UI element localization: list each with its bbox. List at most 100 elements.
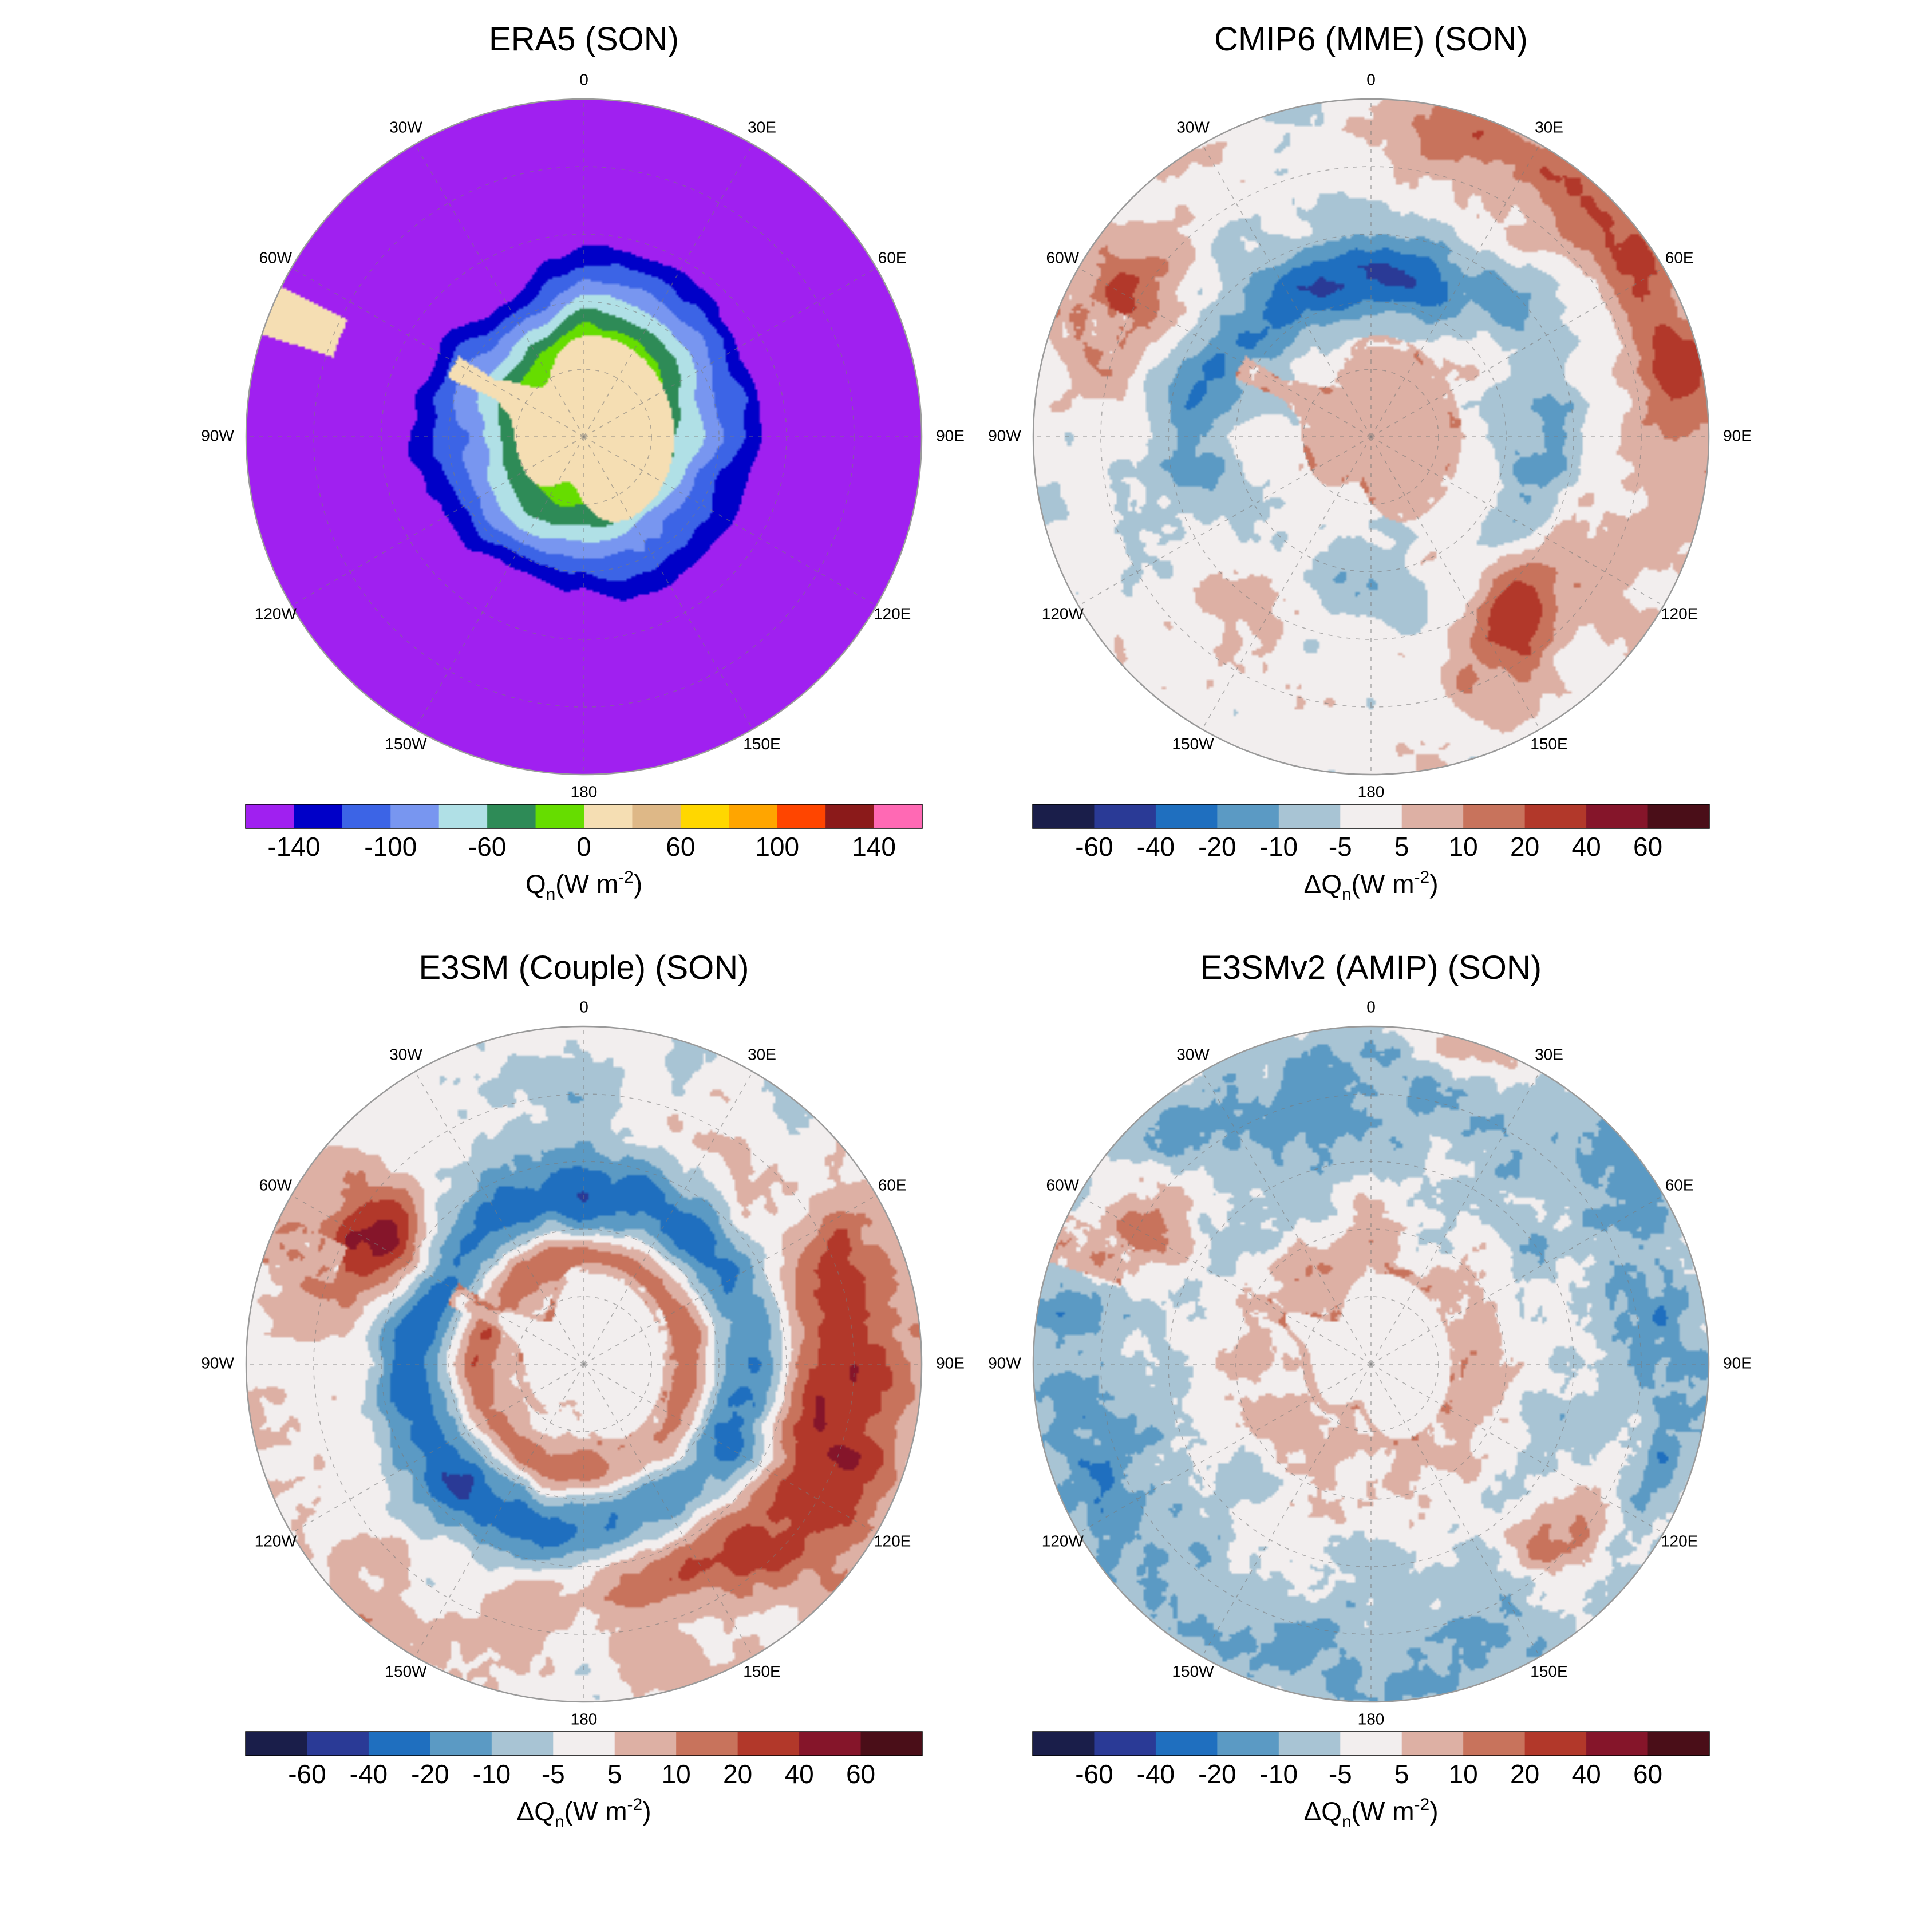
colorbar-swatch [246,804,294,828]
colorbar-unit-part: ) [1429,869,1438,899]
colorbar-swatch [1033,804,1095,828]
colorbar-swatch [1586,1732,1649,1756]
longitude-label: 180 [571,1710,598,1728]
longitude-label: 0 [579,998,588,1016]
colorbar-swatch [1340,804,1402,828]
meridian-line [291,1195,584,1365]
longitude-labels: 0 30E 60E 90E 120E 150E 180 150W 120W 90W 60W 30W [201,70,965,800]
colorbar-unit-part: n [1342,885,1352,904]
colorbar-swatch [1340,1732,1402,1756]
colorbar-tick-label: -5 [542,1759,565,1789]
longitude-label: 0 [1366,70,1376,88]
colorbar-swatch [874,804,923,828]
meridian-line [583,436,753,730]
colorbar-tick-label: 140 [852,832,896,862]
graticule [1033,1026,1709,1702]
colorbar: -60 -40 -20 -10 -5 5 10 20 40 60 ΔQn(W m-2) [245,1731,923,1831]
colorbar-tick-label: -60 [288,1759,326,1789]
longitude-label: 90E [1723,426,1752,444]
colorbar-swatch [614,1732,677,1756]
colorbar-swatch [491,1732,554,1756]
colorbar-unit-part: Q [526,869,546,899]
longitude-label: 60W [259,1176,293,1194]
latitude-circle [313,166,855,708]
longitude-label: 30W [1176,1046,1210,1064]
colorbar-unit-part: ) [1429,1796,1438,1826]
meridian-line [1370,267,1664,437]
colorbar-unit-part: ) [642,1796,651,1826]
longitude-label: 90W [201,1354,234,1372]
colorbar-frame [1032,804,1710,829]
colorbar-swatch [680,804,729,828]
longitude-label: 150E [743,735,780,753]
colorbar-swatch [390,804,440,828]
colorbar-swatch [307,1732,369,1756]
colorbar-tick-label: 10 [662,1759,691,1789]
colorbar-unit-part: -2 [1415,1795,1430,1814]
longitude-label: 150W [1172,1662,1214,1680]
meridian-line [1370,1195,1664,1365]
colorbar-tick-label: 10 [1449,1759,1478,1789]
latitude-circle [1100,166,1642,708]
graticule [1033,99,1709,775]
colorbar-frame [1032,1731,1710,1756]
longitude-label: 150W [385,735,427,753]
meridian-line [583,1364,753,1657]
longitude-label: 60W [1046,248,1080,266]
colorbar-tick-label: -40 [350,1759,388,1789]
map-border [1032,98,1710,776]
colorbar-tick-label: -20 [1198,1759,1236,1789]
colorbar-swatch [535,804,584,828]
colorbar-swatch [438,804,488,828]
graticule [246,99,922,775]
longitude-label: 90W [988,426,1021,444]
meridian-line [1370,1071,1540,1365]
longitude-label: 30E [1535,1046,1563,1064]
colorbar-tick-label: 20 [1510,1759,1539,1789]
longitude-label: 180 [1358,783,1385,800]
longitude-label: 150E [1530,1662,1567,1680]
meridian-line [1202,1364,1372,1657]
longitude-label: 150W [385,1662,427,1680]
meridian-line [1370,436,1664,606]
colorbar-swatch [1278,1732,1341,1756]
colorbar: -60 -40 -20 -10 -5 5 10 20 40 60 ΔQn(W m-2) [1032,1731,1710,1831]
meridian-line [1078,436,1372,606]
colorbar-tick-label: -60 [1075,832,1113,862]
colorbar-swatch [1155,804,1218,828]
meridian-line [414,144,584,437]
colorbar-tick-label: -10 [1260,832,1298,862]
meridian-line [1370,1364,1540,1657]
colorbar-swatch [799,1732,862,1756]
colorbar-frame [245,1731,923,1756]
longitude-label: 60E [1665,1176,1694,1194]
longitude-label: 120W [1042,605,1084,622]
latitude-circle [313,1093,855,1635]
longitude-label: 120E [1661,1532,1698,1550]
colorbar-tick-label: 40 [1572,1759,1601,1789]
meridian-line [583,144,753,437]
latitude-circle [1235,301,1507,572]
colorbar-tick-label: -100 [364,832,417,862]
longitude-label: 90W [988,1354,1021,1372]
colorbar-unit-label: Qn(W m-2) [526,868,642,904]
colorbar-unit-label: ΔQn(W m-2) [1303,868,1438,904]
colorbar-unit-label: ΔQn(W m-2) [1303,1795,1438,1831]
longitude-labels: 0 30E 60E 90E 120E 150E 180 150W 120W 90W 60W 30W [988,70,1752,800]
longitude-label: 90E [936,426,965,444]
colorbar-tick-label: 40 [1572,832,1601,862]
meridian-line [583,1364,877,1534]
colorbar-tick-label: -40 [1137,1759,1175,1789]
colorbar-swatch [1586,804,1649,828]
colorbar-swatch [676,1732,738,1756]
colorbar-swatch [584,804,633,828]
colorbar-swatch [1033,1732,1095,1756]
colorbar-swatch [487,804,536,828]
longitude-labels: 0 30E 60E 90E 120E 150E 180 150W 120W 90W 60W 30W [988,998,1752,1728]
meridian-line [583,436,877,606]
colorbar-swatch [246,1732,307,1756]
longitude-label: 180 [571,783,598,800]
meridian-line [1370,144,1540,437]
colorbar-frame [245,804,923,829]
longitude-label: 30E [748,118,776,136]
